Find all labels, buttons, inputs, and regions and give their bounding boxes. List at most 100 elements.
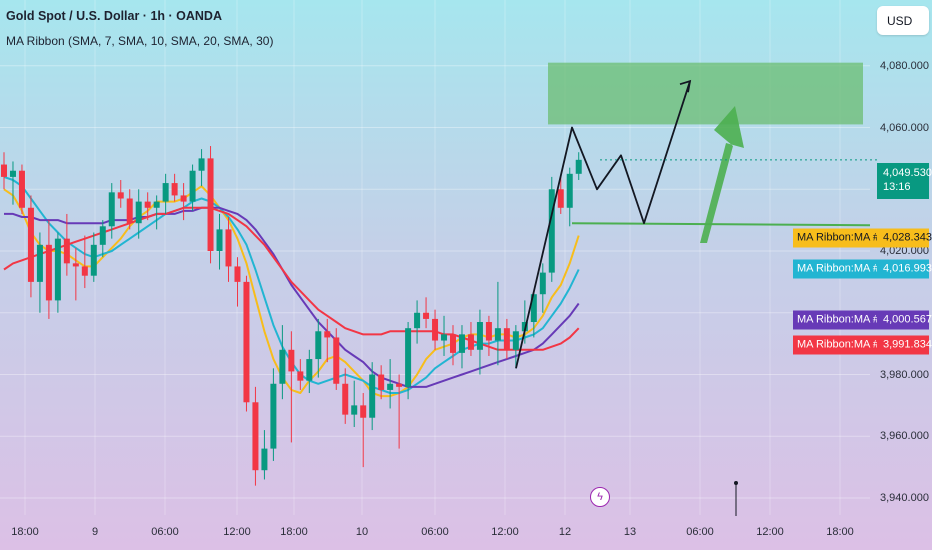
time-tick: 13 xyxy=(624,526,636,538)
candle-body xyxy=(423,313,429,319)
candle-body xyxy=(208,158,214,251)
candle-body xyxy=(432,319,438,341)
candle-body xyxy=(486,322,492,341)
candle-body xyxy=(226,229,232,266)
candle-body xyxy=(118,192,124,198)
time-tick: 12:00 xyxy=(223,526,251,538)
support-line[interactable] xyxy=(572,223,870,225)
time-tick: 9 xyxy=(92,526,98,538)
candle-body xyxy=(477,322,483,350)
time-tick: 06:00 xyxy=(686,526,714,538)
target-zone[interactable] xyxy=(548,63,863,125)
ma-label-value: 4,000.567 xyxy=(877,311,929,330)
candle-body xyxy=(576,160,582,174)
candle-body xyxy=(540,273,546,295)
candle-body xyxy=(181,195,187,201)
candle-body xyxy=(378,375,384,390)
candle-body xyxy=(252,402,258,470)
candle-body xyxy=(145,202,151,208)
candle-body xyxy=(199,158,205,170)
candle-body xyxy=(261,449,267,471)
candle-body xyxy=(55,239,61,301)
candle-body xyxy=(64,239,70,264)
candle-body xyxy=(441,334,447,340)
candle-body xyxy=(10,171,16,177)
time-tick: 18:00 xyxy=(826,526,854,538)
ma-line-4 xyxy=(4,208,579,350)
candle-body xyxy=(324,331,330,337)
time-tick: 12:00 xyxy=(491,526,519,538)
candle-body xyxy=(342,384,348,415)
price-tick: 3,960.000 xyxy=(880,430,929,442)
candle-body xyxy=(154,202,160,208)
candles xyxy=(1,146,582,486)
candle-body xyxy=(243,282,249,402)
candle-body xyxy=(109,192,115,226)
candle-body xyxy=(270,384,276,449)
price-tick: 3,980.000 xyxy=(880,369,929,381)
price-tick: 4,060.000 xyxy=(880,122,929,134)
flash-icon[interactable]: ϟ xyxy=(590,487,610,507)
time-tick: 06:00 xyxy=(421,526,449,538)
candle-body xyxy=(73,263,79,266)
time-tick: 18:00 xyxy=(11,526,39,538)
candle-body xyxy=(46,245,52,301)
ma-label-value: 4,028.343 xyxy=(877,229,929,248)
time-tick: 12:00 xyxy=(756,526,784,538)
candle-body xyxy=(351,405,357,414)
candle-body xyxy=(190,171,196,202)
candle-body xyxy=(279,350,285,384)
currency-button[interactable]: USD xyxy=(877,6,929,35)
ma-label-value: 4,016.993 xyxy=(877,260,929,279)
candle-body xyxy=(217,229,223,251)
ma-label-name: MA Ribbon:MA #4 xyxy=(793,336,889,355)
candle-body xyxy=(288,350,294,372)
candle-body xyxy=(163,183,169,202)
candle-body xyxy=(82,266,88,275)
candle-body xyxy=(558,189,564,208)
candle-body xyxy=(360,405,366,417)
chart-title: Gold Spot / U.S. Dollar · 1h · OANDA xyxy=(6,9,222,23)
time-tick: 12 xyxy=(559,526,571,538)
candle-body xyxy=(450,334,456,353)
ma-label-value: 3,991.834 xyxy=(877,336,929,355)
candle-body xyxy=(504,328,510,350)
price-tick: 3,940.000 xyxy=(880,492,929,504)
ma-label-name: MA Ribbon:MA #3 xyxy=(793,311,889,330)
candle-body xyxy=(37,245,43,282)
candle-body xyxy=(306,359,312,381)
ma-label-name: MA Ribbon:MA #1 xyxy=(793,229,889,248)
candle-body xyxy=(91,245,97,276)
candle-body xyxy=(297,371,303,380)
candle-body xyxy=(333,337,339,383)
candle-body xyxy=(459,334,465,353)
indicator-legend[interactable]: MA Ribbon (SMA, 7, SMA, 10, SMA, 20, SMA… xyxy=(6,34,273,48)
candle-body xyxy=(1,165,7,177)
candle-body xyxy=(387,384,393,390)
candle-body xyxy=(19,171,25,208)
candle-body xyxy=(100,226,106,245)
current-price-value: 4,049.530 xyxy=(883,166,929,180)
candle-body xyxy=(369,375,375,418)
candle-body xyxy=(513,331,519,350)
candle-body xyxy=(28,208,34,282)
price-tick: 4,080.000 xyxy=(880,60,929,72)
candle-body xyxy=(468,334,474,349)
candle-body xyxy=(567,174,573,208)
time-tick: 06:00 xyxy=(151,526,179,538)
bullish-arrow[interactable] xyxy=(700,106,744,243)
candle-body xyxy=(315,331,321,359)
bar-countdown: 13:16 xyxy=(883,180,929,194)
candle-body xyxy=(495,328,501,340)
event-marker-dot xyxy=(734,481,738,485)
ma-label-name: MA Ribbon:MA #2 xyxy=(793,260,889,279)
candle-body xyxy=(127,199,133,224)
time-tick: 10 xyxy=(356,526,368,538)
current-price-badge: 4,049.530 13:16 xyxy=(877,163,929,199)
candle-body xyxy=(172,183,178,195)
candle-body xyxy=(234,266,240,281)
candle-body xyxy=(396,384,402,387)
candle-body xyxy=(136,202,142,224)
candle-body xyxy=(405,328,411,387)
